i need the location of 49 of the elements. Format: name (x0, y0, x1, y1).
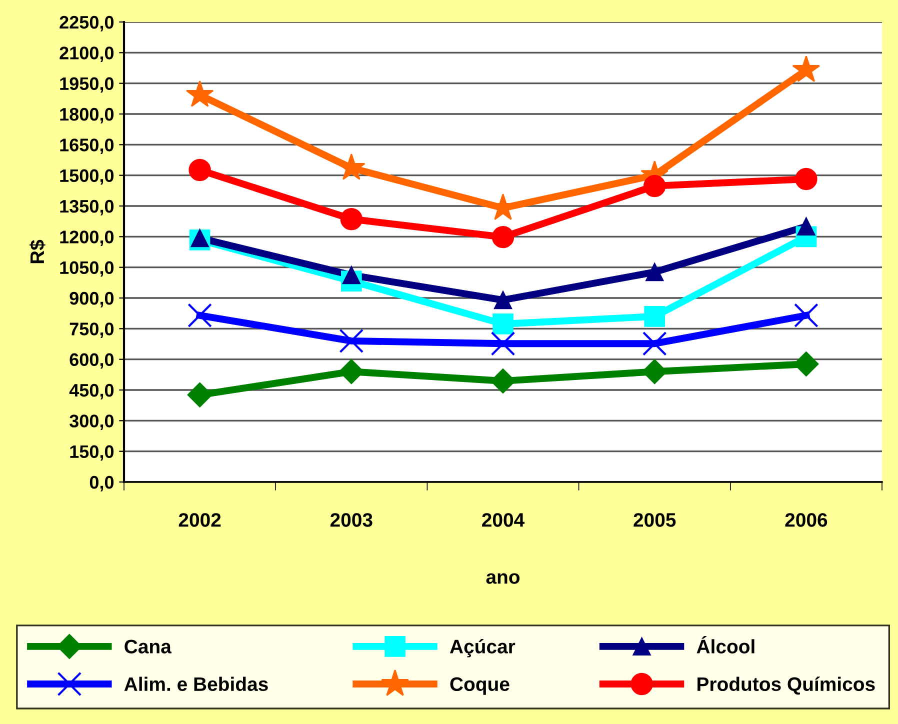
y-tick-label: 2250,0 (60, 16, 114, 32)
point (492, 314, 514, 334)
x-tick-label: 2003 (330, 513, 372, 527)
point (188, 303, 212, 328)
point (797, 217, 816, 236)
point (490, 368, 516, 394)
legend-label: Produtos Químicos (698, 676, 875, 695)
y-tick-label: 600,0 (70, 353, 114, 369)
legend-label: Alim. e Bebidas (124, 676, 268, 692)
y-tick-label: 450,0 (69, 384, 114, 400)
point (643, 174, 666, 198)
point (795, 168, 818, 190)
y-tick-label: 1650,0 (60, 138, 114, 154)
x-tick-label: 2004 (482, 513, 525, 527)
y-tick-label: 750,0 (70, 322, 114, 338)
y-tick-label: 0,0 (90, 476, 114, 492)
point (187, 382, 212, 408)
point (794, 303, 818, 328)
y-tick-label: 1800,0 (60, 108, 114, 124)
y-tick-label: 300,0 (70, 414, 114, 430)
x-tick-label: 2005 (634, 513, 676, 527)
legend-label: Coque (450, 677, 510, 695)
x-tick-label: 2006 (785, 513, 828, 527)
y-tick-label: 150,0 (70, 445, 114, 461)
legend-label: Açúcar (450, 639, 516, 658)
point (339, 328, 364, 354)
y-tick-label: 1200,0 (60, 230, 114, 246)
legend-label: Cana (124, 640, 172, 654)
point (644, 306, 666, 327)
x-axis-title: ano (486, 573, 520, 584)
point (342, 266, 360, 284)
legend-label: Álcool (696, 636, 754, 654)
point (340, 208, 363, 230)
point (490, 331, 516, 356)
y-axis-title: R$ (29, 240, 46, 264)
point (494, 291, 512, 310)
x-tick-label: 2002 (178, 513, 221, 527)
point (646, 263, 664, 282)
y-tick-label: 1050,0 (60, 261, 114, 277)
point (186, 80, 214, 107)
y-tick-label: 2100,0 (60, 46, 114, 62)
point (642, 331, 667, 356)
point (792, 55, 820, 82)
y-tick-label: 1350,0 (60, 200, 114, 216)
y-tick-label: 1950,0 (60, 77, 114, 93)
y-tick-label: 1500,0 (60, 169, 114, 185)
point (492, 226, 514, 248)
y-tick-label: 900,0 (70, 292, 114, 308)
point (188, 158, 211, 182)
